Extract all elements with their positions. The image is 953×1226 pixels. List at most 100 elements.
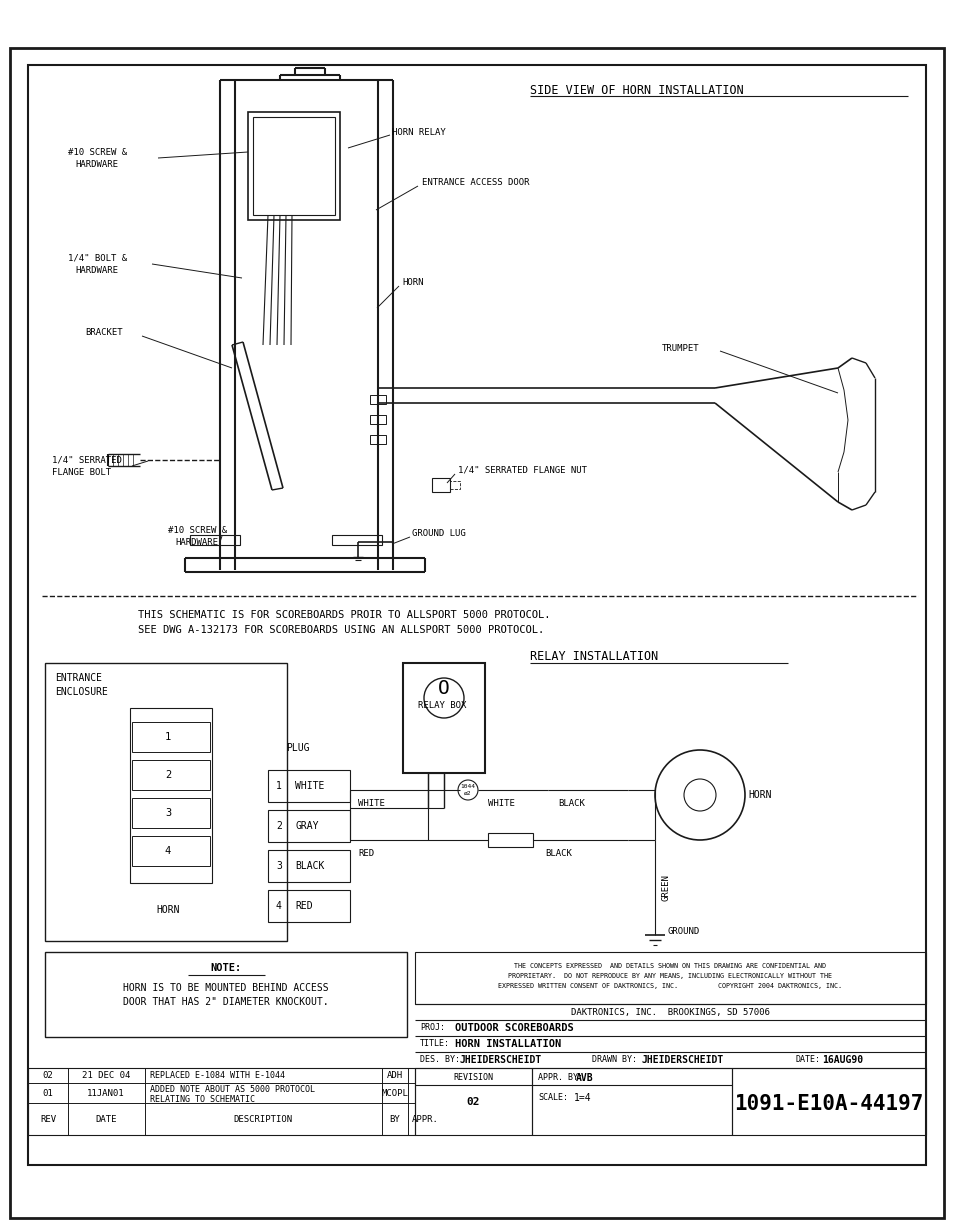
Text: 21 DEC 04: 21 DEC 04 (82, 1070, 130, 1080)
Bar (268, 810, 350, 842)
Text: OUTDOOR SCOREBOARDS: OUTDOOR SCOREBOARDS (455, 1022, 573, 1034)
Bar (190, 535, 240, 546)
Text: #10 SCREW &: #10 SCREW & (68, 147, 127, 157)
Bar (332, 535, 381, 546)
Text: RELAY INSTALLATION: RELAY INSTALLATION (530, 650, 658, 662)
Text: 3: 3 (275, 861, 281, 870)
Bar (488, 832, 533, 847)
Text: HARDWARE: HARDWARE (174, 537, 218, 547)
Text: 1: 1 (165, 732, 171, 742)
Text: 3: 3 (165, 808, 171, 818)
Text: BLACK: BLACK (294, 861, 324, 870)
Bar (28, 65, 925, 1165)
Text: ENTRANCE: ENTRANCE (55, 673, 102, 683)
Text: REVISION: REVISION (453, 1074, 493, 1083)
Text: APPR.: APPR. (412, 1114, 438, 1123)
Bar (731, 1068, 925, 1135)
Bar (132, 722, 210, 752)
Text: REPLACED E-1084 WITH E-1044: REPLACED E-1084 WITH E-1044 (150, 1070, 285, 1080)
Bar (432, 478, 450, 492)
Bar (415, 1068, 532, 1135)
Text: 11JAN01: 11JAN01 (87, 1089, 125, 1097)
Bar (28, 1068, 415, 1135)
Text: BRACKET: BRACKET (85, 327, 123, 336)
Text: DRAWN BY:: DRAWN BY: (592, 1056, 637, 1064)
Text: GRAY: GRAY (294, 821, 318, 831)
Text: 01: 01 (43, 1089, 53, 1097)
Bar (268, 890, 350, 922)
Bar (268, 770, 350, 802)
Text: WHITE: WHITE (488, 799, 515, 808)
Text: 02: 02 (43, 1070, 53, 1080)
Text: 4: 4 (165, 846, 171, 856)
Text: 1/4" SERRATED: 1/4" SERRATED (52, 456, 122, 465)
Text: DATE: DATE (95, 1114, 116, 1123)
Text: HARDWARE: HARDWARE (75, 159, 118, 168)
Circle shape (457, 780, 477, 801)
Bar (132, 798, 210, 828)
Text: GROUND: GROUND (667, 928, 700, 937)
Bar (450, 481, 459, 489)
Bar (45, 663, 287, 942)
Text: PLUG: PLUG (286, 743, 310, 753)
Text: FLANGE BOLT: FLANGE BOLT (52, 467, 111, 477)
Text: JHEIDERSCHEIDT: JHEIDERSCHEIDT (641, 1056, 723, 1065)
Text: TRUMPET: TRUMPET (661, 343, 699, 353)
Text: RED: RED (357, 850, 374, 858)
Text: DES. BY:: DES. BY: (419, 1056, 459, 1064)
Bar (370, 414, 386, 424)
Text: DAKTRONICS, INC.  BROOKINGS, SD 57006: DAKTRONICS, INC. BROOKINGS, SD 57006 (570, 1009, 769, 1018)
Text: BLACK: BLACK (558, 799, 584, 808)
Text: HORN RELAY: HORN RELAY (392, 128, 445, 136)
Bar (532, 1068, 731, 1135)
Text: EXPRESSED WRITTEN CONSENT OF DAKTRONICS, INC.          COPYRIGHT 2004 DAKTRONICS: EXPRESSED WRITTEN CONSENT OF DAKTRONICS,… (497, 983, 841, 989)
Text: BLACK: BLACK (544, 850, 571, 858)
Text: PROPRIETARY.  DO NOT REPRODUCE BY ANY MEANS, INCLUDING ELECTRONICALLY WITHOUT TH: PROPRIETARY. DO NOT REPRODUCE BY ANY MEA… (507, 973, 831, 980)
Text: HORN: HORN (401, 277, 423, 287)
Text: THIS SCHEMATIC IS FOR SCOREBOARDS PROIR TO ALLSPORT 5000 PROTOCOL.: THIS SCHEMATIC IS FOR SCOREBOARDS PROIR … (138, 611, 550, 620)
Text: DESCRIPTION: DESCRIPTION (233, 1114, 293, 1123)
Text: HORN: HORN (156, 905, 179, 915)
Text: APPR. BY:: APPR. BY: (537, 1074, 582, 1083)
Text: O: O (437, 678, 450, 698)
Bar (268, 850, 350, 881)
Text: RELATING TO SCHEMATIC: RELATING TO SCHEMATIC (150, 1095, 254, 1103)
Bar (370, 435, 386, 444)
Bar (130, 707, 212, 883)
Bar (370, 395, 386, 405)
Bar (248, 112, 339, 219)
Text: RED: RED (294, 901, 313, 911)
Text: ENCLOSURE: ENCLOSURE (55, 687, 108, 698)
Text: RELAY BOX: RELAY BOX (417, 700, 466, 710)
Text: 1/4" SERRATED FLANGE NUT: 1/4" SERRATED FLANGE NUT (457, 466, 586, 474)
Text: BY: BY (389, 1114, 400, 1123)
Text: SEE DWG A-132173 FOR SCOREBOARDS USING AN ALLSPORT 5000 PROTOCOL.: SEE DWG A-132173 FOR SCOREBOARDS USING A… (138, 625, 543, 635)
Bar (402, 663, 484, 774)
Text: ADDED NOTE ABOUT AS 5000 PROTOCOL: ADDED NOTE ABOUT AS 5000 PROTOCOL (150, 1085, 314, 1094)
Text: 1=4: 1=4 (574, 1094, 591, 1103)
Text: 2: 2 (165, 770, 171, 780)
Text: AVB: AVB (576, 1073, 593, 1083)
Text: #10 SCREW &: #10 SCREW & (168, 526, 227, 535)
Text: 16AUG90: 16AUG90 (821, 1056, 862, 1065)
Text: SIDE VIEW OF HORN INSTALLATION: SIDE VIEW OF HORN INSTALLATION (530, 83, 743, 97)
Bar (45, 953, 407, 1037)
Text: DATE:: DATE: (795, 1056, 821, 1064)
Bar (132, 836, 210, 866)
Text: PROJ:: PROJ: (419, 1024, 444, 1032)
Text: ø2: ø2 (464, 791, 471, 796)
Text: 4: 4 (275, 901, 281, 911)
Text: HORN: HORN (747, 790, 771, 801)
Text: HORN IS TO BE MOUNTED BEHIND ACCESS: HORN IS TO BE MOUNTED BEHIND ACCESS (123, 983, 329, 993)
Text: 1/4" BOLT &: 1/4" BOLT & (68, 254, 127, 262)
Text: MCOPL: MCOPL (381, 1089, 408, 1097)
Bar (132, 760, 210, 790)
Text: ADH: ADH (387, 1070, 402, 1080)
Bar (253, 116, 335, 215)
Text: GREEN: GREEN (661, 874, 670, 901)
Text: ENTRANCE ACCESS DOOR: ENTRANCE ACCESS DOOR (421, 178, 529, 186)
Text: 1091-E10A-44197: 1091-E10A-44197 (734, 1094, 923, 1114)
Text: SCALE:: SCALE: (537, 1094, 567, 1102)
Text: NOTE:: NOTE: (211, 962, 241, 973)
Text: WHITE: WHITE (294, 781, 324, 791)
